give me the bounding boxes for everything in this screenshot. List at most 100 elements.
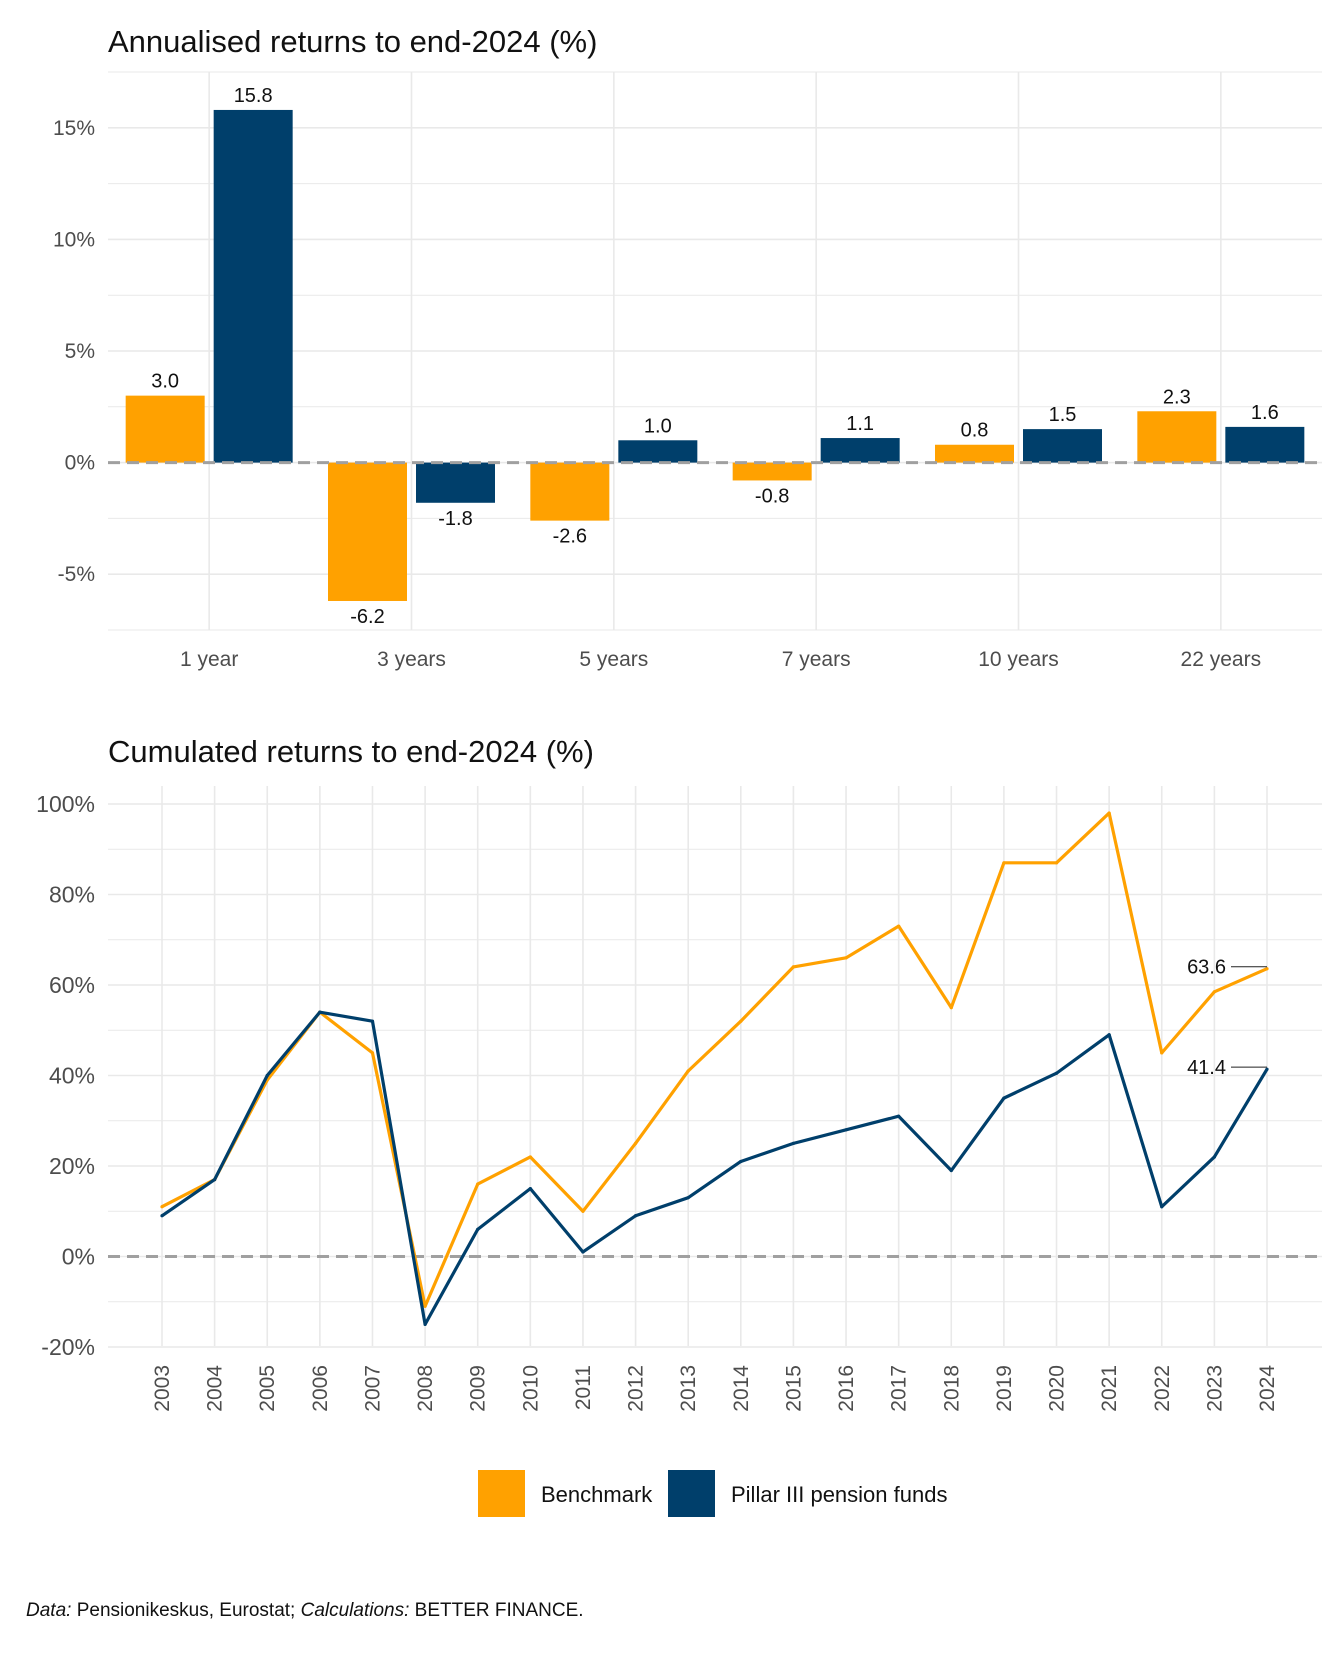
- line-x-tick-label: 2015: [782, 1365, 805, 1412]
- line-benchmark-point: [739, 1019, 743, 1023]
- line-pillar-point: [686, 1196, 690, 1200]
- line-pillar-point: [318, 1010, 322, 1014]
- line-benchmark-point: [1160, 1051, 1164, 1055]
- bar-pillar: [618, 440, 698, 463]
- line-pillar-point: [791, 1141, 796, 1145]
- line-benchmark-point: [686, 1069, 690, 1073]
- line-pillar-point: [1002, 1096, 1006, 1100]
- line-benchmark: [161, 811, 1268, 1308]
- line-chart-axes: -20% 0% 20% 40% 60% 80% 100% 2003 2004 2005 2006 20…: [36, 791, 1279, 1412]
- line-benchmark-point: [949, 1006, 953, 1010]
- bar-data-label: 2.3: [1163, 386, 1191, 408]
- line-x-tick-label: 2003: [151, 1365, 174, 1412]
- legend: Benchmark Pillar III pension funds: [478, 1470, 947, 1517]
- end-value-label: 41.4: [1187, 1057, 1226, 1079]
- bar-data-label: 0.8: [961, 420, 989, 442]
- line-pillar: [161, 1010, 1269, 1326]
- legend-label-benchmark: Benchmark: [541, 1482, 653, 1507]
- bar-y-tick-label: 5%: [65, 340, 95, 363]
- bar-pillar: [1023, 429, 1102, 463]
- bar-chart-marks: 3.0 15.8 -6.2 -1.8 -2.6 1.0 -0.8 1.1 0.8 1.5 2.3 1.…: [108, 85, 1322, 628]
- source-calc-text: BETTER FINANCE.: [409, 1600, 584, 1621]
- line-benchmark-point: [528, 1155, 532, 1159]
- bar-benchmark: [1137, 411, 1217, 463]
- bar-data-label: -2.6: [553, 526, 587, 548]
- line-x-tick-label: 2007: [361, 1365, 384, 1412]
- bar-x-tick-label: 3 years: [377, 648, 446, 671]
- line-pillar-point: [265, 1073, 269, 1078]
- line-benchmark-point: [1212, 990, 1216, 994]
- line-x-tick-label: 2012: [625, 1365, 648, 1412]
- bar-data-label: 15.8: [234, 85, 273, 107]
- line-y-tick-label: 40%: [49, 1063, 95, 1089]
- bar-chart-title: Annualised returns to end-2024 (%): [108, 24, 597, 59]
- bar-data-label: 3.0: [151, 371, 179, 393]
- line-pillar-point: [949, 1168, 953, 1173]
- line-x-tick-label: 2006: [309, 1365, 332, 1412]
- source-calc-label: Calculations:: [300, 1600, 410, 1621]
- line-pillar-point: [476, 1227, 480, 1231]
- line-pillar-point: [1212, 1155, 1216, 1159]
- legend-swatch-pillar: [668, 1470, 715, 1517]
- line-pillar-point: [528, 1187, 532, 1191]
- bar-chart-grid: [108, 71, 1322, 631]
- bar-x-tick-label: 1 year: [180, 648, 238, 671]
- line-x-tick-label: 2017: [888, 1365, 911, 1412]
- bar-benchmark: [530, 462, 610, 521]
- line-benchmark-point: [897, 924, 901, 928]
- line-y-tick-label: 80%: [49, 882, 95, 908]
- line-x-tick-label: 2022: [1151, 1365, 1174, 1412]
- line-benchmark-point: [160, 1205, 164, 1209]
- bar-x-tick-label: 22 years: [1181, 648, 1262, 671]
- bar-data-label: -1.8: [438, 508, 472, 530]
- line-x-tick-label: 2008: [414, 1365, 437, 1412]
- bar-data-label: -0.8: [755, 485, 789, 507]
- line-benchmark-point: [791, 965, 796, 969]
- source-note: Data: Pensionikeskus, Eurostat; Calculat…: [26, 1600, 584, 1622]
- line-pillar-point: [1265, 1067, 1269, 1071]
- bar-chart-axes: -5% 0% 5% 10% 15% 1 year 3 years 5 years 7 years…: [53, 117, 1261, 671]
- bar-y-tick-label: 15%: [53, 117, 95, 140]
- line-pillar-point: [213, 1177, 217, 1182]
- bar-y-tick-label: 10%: [53, 228, 95, 251]
- bar-y-tick-label: -5%: [58, 563, 95, 586]
- line-y-tick-label: 0%: [62, 1244, 95, 1270]
- bar-benchmark: [125, 395, 205, 463]
- line-benchmark-point: [1107, 811, 1111, 815]
- line-benchmark-point: [844, 956, 848, 960]
- bar-data-label: 1.5: [1049, 404, 1077, 426]
- line-benchmark-point: [1054, 861, 1059, 865]
- line-y-tick-label: 20%: [49, 1153, 95, 1179]
- end-value-label: 63.6: [1187, 957, 1226, 979]
- line-x-tick-label: 2013: [677, 1365, 700, 1412]
- bar-benchmark: [935, 444, 1014, 463]
- line-pillar-point: [633, 1214, 638, 1218]
- line-x-tick-label: 2016: [835, 1365, 858, 1412]
- bar-x-tick-label: 10 years: [978, 648, 1059, 671]
- line-x-tick-label: 2005: [256, 1365, 279, 1412]
- bar-data-label: 1.0: [644, 415, 672, 437]
- line-x-tick-label: 2009: [467, 1365, 490, 1412]
- line-chart-marks: 63.6 41.4: [108, 811, 1322, 1326]
- line-x-tick-label: 2023: [1203, 1365, 1226, 1412]
- line-pillar-point: [423, 1322, 427, 1326]
- bar-benchmark: [328, 462, 407, 601]
- line-x-tick-label: 2021: [1098, 1365, 1121, 1412]
- line-y-tick-label: 60%: [49, 972, 95, 998]
- line-x-tick-label: 2024: [1256, 1365, 1279, 1412]
- line-benchmark-point: [370, 1051, 375, 1055]
- legend-swatch-benchmark: [478, 1470, 525, 1517]
- bar-pillar: [416, 462, 495, 503]
- line-x-tick-label: 2014: [730, 1365, 753, 1412]
- line-pillar-point: [160, 1214, 164, 1218]
- line-x-tick-label: 2011: [572, 1365, 595, 1410]
- line-chart-grid: [108, 786, 1322, 1348]
- line-x-tick-label: 2020: [1046, 1365, 1069, 1412]
- bar-y-tick-label: 0%: [65, 452, 95, 475]
- line-x-tick-label: 2018: [940, 1365, 963, 1412]
- bar-pillar: [213, 109, 293, 463]
- bar-pillar: [820, 438, 900, 463]
- bar-x-tick-label: 5 years: [579, 648, 648, 671]
- line-chart-title: Cumulated returns to end-2024 (%): [108, 734, 594, 769]
